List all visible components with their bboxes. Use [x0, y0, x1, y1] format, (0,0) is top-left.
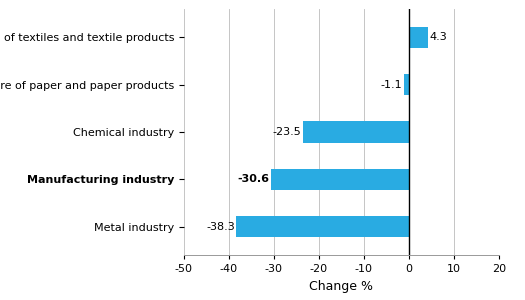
- Bar: [236, 216, 409, 237]
- Text: -30.6: -30.6: [238, 174, 270, 184]
- Bar: [409, 27, 428, 48]
- Text: -23.5: -23.5: [273, 127, 302, 137]
- Bar: [271, 169, 409, 190]
- X-axis label: Change %: Change %: [309, 280, 373, 292]
- Text: 4.3: 4.3: [429, 32, 447, 42]
- Text: -1.1: -1.1: [381, 80, 403, 90]
- Bar: [303, 122, 409, 142]
- Text: -38.3: -38.3: [206, 222, 235, 232]
- Bar: [404, 74, 409, 95]
